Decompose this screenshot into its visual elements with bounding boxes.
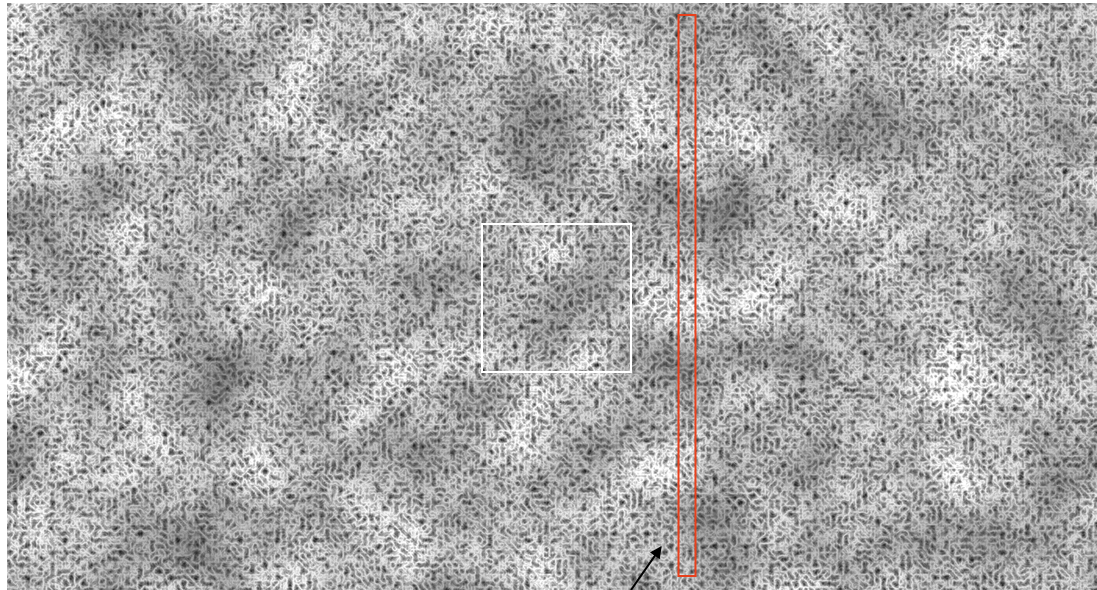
figure — [0, 0, 1097, 590]
page: (() => { const data = JSON.parse(documen… — [0, 0, 1097, 590]
granulation-image — [7, 3, 1097, 590]
